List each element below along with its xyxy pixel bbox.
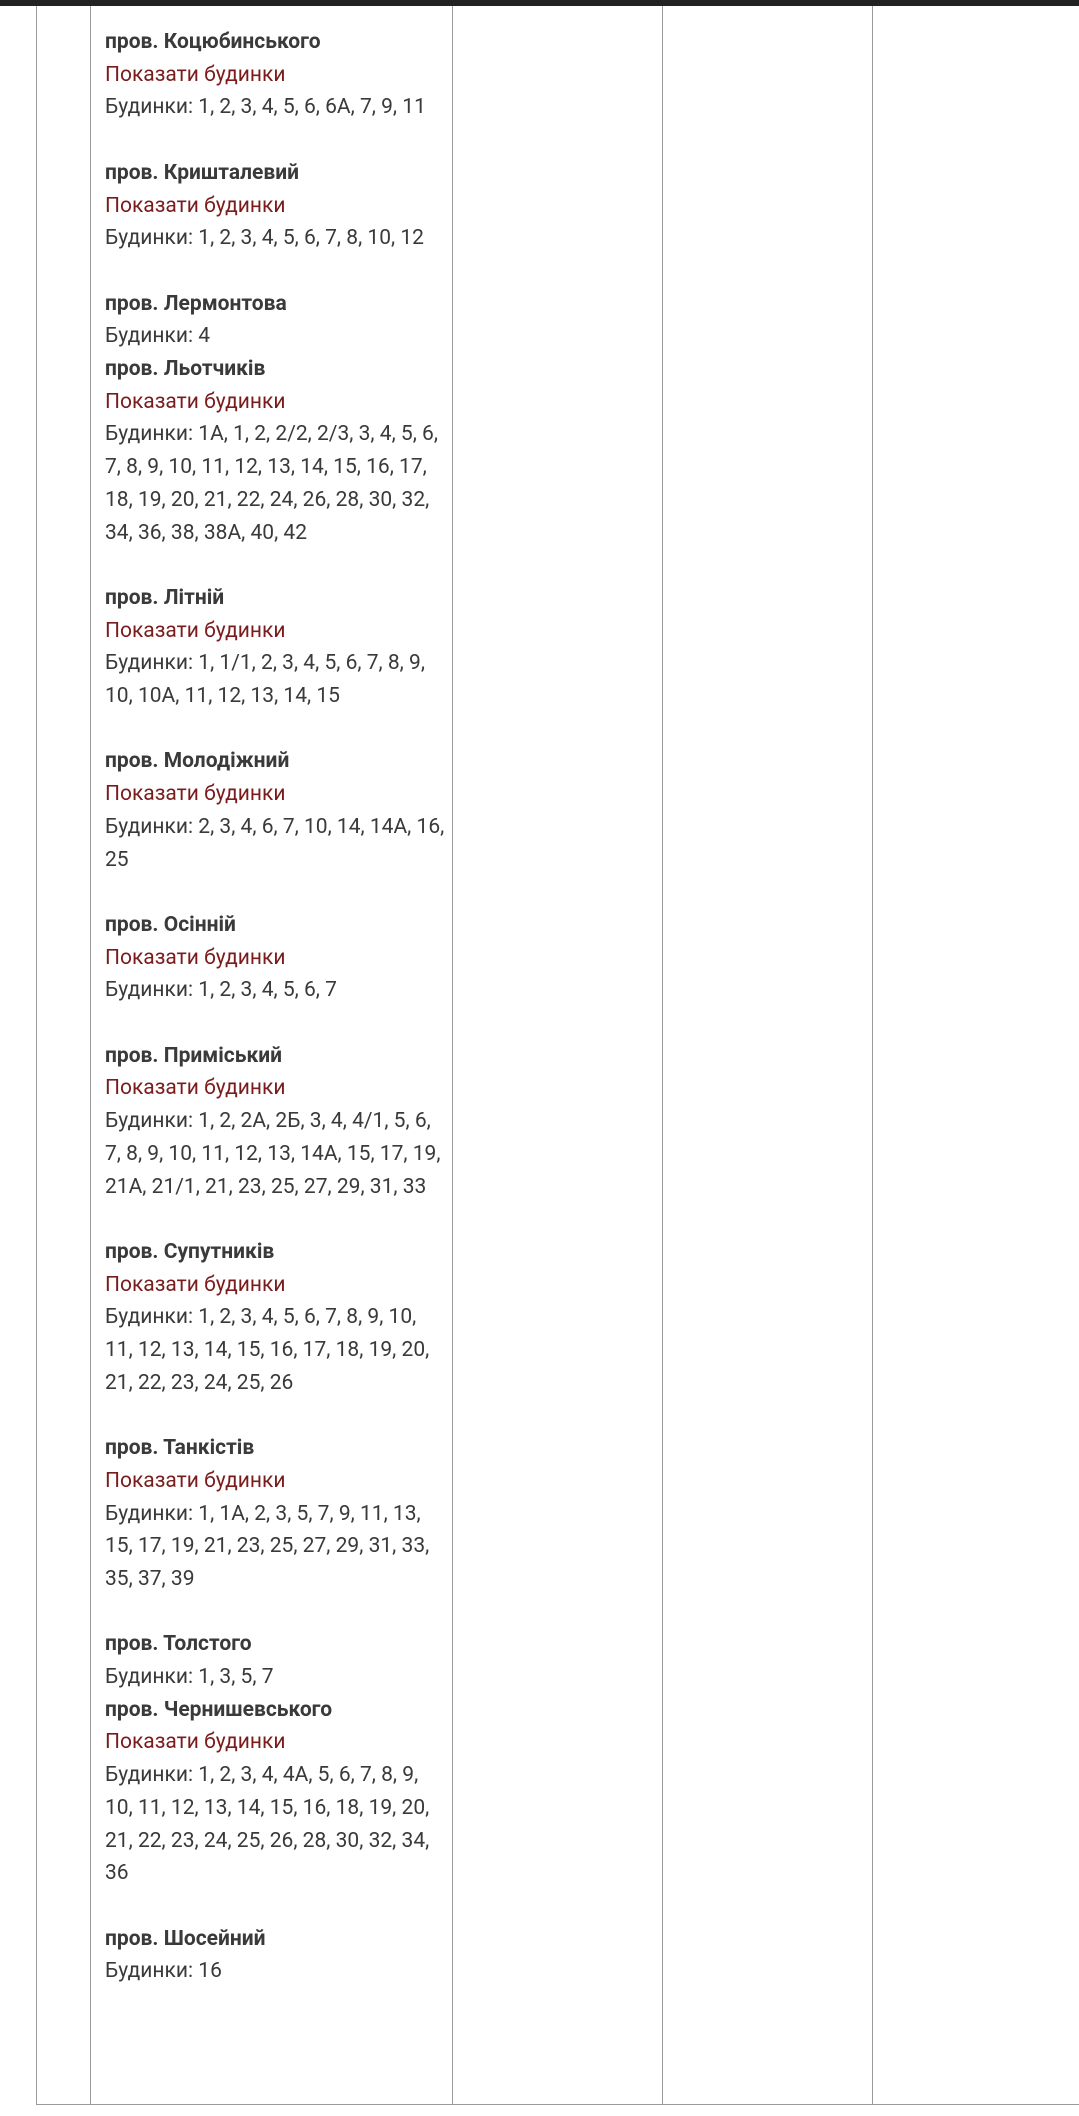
table-border (90, 6, 91, 2105)
show-houses-link[interactable]: Показати будинки (105, 193, 286, 218)
show-houses-link[interactable]: Показати будинки (105, 945, 286, 970)
house-list: Будинки: 1, 2, 3, 4, 5, 6, 7, 8, 10, 12 (105, 226, 424, 251)
house-list: Будинки: 1, 2, 2А, 2Б, 3, 4, 4/1, 5, 6, … (105, 1109, 441, 1199)
show-houses-link[interactable]: Показати будинки (105, 389, 286, 414)
street-list: пров. Коцюбинського Показати будинки Будин… (105, 26, 445, 1988)
house-list: Будинки: 2, 3, 4, 6, 7, 10, 14, 14А, 16,… (105, 814, 445, 872)
street-name: пров. Осінній (105, 912, 236, 937)
street-entry: пров. Танкістів Показати будинки Будинки: … (105, 1432, 445, 1596)
street-name: пров. Чернишевського (105, 1697, 333, 1722)
house-list: Будинки: 1, 2, 3, 4, 5, 6, 6А, 7, 9, 11 (105, 95, 426, 120)
street-entry: пров. Лермонтова Будинки: 4 (105, 288, 445, 353)
street-entry: пров. Коцюбинського Показати будинки Будин… (105, 26, 445, 124)
street-entry: пров. Шосейний Будинки: 16 (105, 1923, 445, 1988)
show-houses-link[interactable]: Показати будинки (105, 1468, 286, 1493)
street-entry: пров. Молодіжний Показати будинки Будинки:… (105, 745, 445, 876)
street-name: пров. Літній (105, 585, 225, 610)
table-border (452, 6, 453, 2105)
street-name: пров. Толстого (105, 1632, 252, 1657)
house-list: Будинки: 16 (105, 1959, 222, 1984)
street-entry: пров. Осінній Показати будинки Будинки: 1,… (105, 909, 445, 1007)
top-bar (0, 0, 1079, 6)
street-name: пров. Льотчиків (105, 357, 266, 381)
house-list: Будинки: 1, 2, 3, 4, 5, 6, 7 (105, 978, 337, 1003)
house-list: Будинки: 1, 2, 3, 4, 5, 6, 7, 8, 9, 10, … (105, 1305, 430, 1395)
table-border (36, 2104, 1079, 2105)
house-list: Будинки: 1, 1А, 2, 3, 5, 7, 9, 11, 13, 1… (105, 1501, 430, 1591)
show-houses-link[interactable]: Показати будинки (105, 62, 286, 87)
street-name: пров. Шосейний (105, 1926, 266, 1951)
street-name: пров. Лермонтова (105, 291, 287, 316)
street-entry: пров. Літній Показати будинки Будинки: 1, … (105, 582, 445, 713)
house-list: Будинки: 1, 2, 3, 4, 4А, 5, 6, 7, 8, 9, … (105, 1763, 430, 1886)
street-entry: пров. Чернишевського Показати будинки Буди… (105, 1694, 445, 1890)
street-name: пров. Молодіжний (105, 749, 290, 774)
street-name: пров. Приміський (105, 1043, 283, 1068)
street-entry: пров. Льотчиків Показати будинки Будинки: … (105, 353, 445, 549)
street-entry: пров. Приміський Показати будинки Будинки:… (105, 1040, 445, 1204)
street-name: пров. Кришталевий (105, 160, 299, 185)
show-houses-link[interactable]: Показати будинки (105, 782, 286, 807)
table-border (662, 6, 663, 2105)
table-border (872, 6, 873, 2105)
street-name: пров. Коцюбинського (105, 30, 321, 54)
street-entry: пров. Кришталевий Показати будинки Будинки… (105, 157, 445, 255)
street-name: пров. Танкістів (105, 1436, 255, 1461)
show-houses-link[interactable]: Показати будинки (105, 618, 286, 643)
show-houses-link[interactable]: Показати будинки (105, 1730, 286, 1755)
street-entry: пров. Супутників Показати будинки Будинки:… (105, 1236, 445, 1400)
street-name: пров. Супутників (105, 1239, 275, 1264)
street-entry: пров. Толстого Будинки: 1, 3, 5, 7 (105, 1628, 445, 1693)
show-houses-link[interactable]: Показати будинки (105, 1272, 286, 1297)
show-houses-link[interactable]: Показати будинки (105, 1076, 286, 1101)
house-list: Будинки: 1, 3, 5, 7 (105, 1665, 274, 1690)
house-list: Будинки: 4 (105, 324, 211, 349)
house-list: Будинки: 1, 1/1, 2, 3, 4, 5, 6, 7, 8, 9,… (105, 651, 425, 709)
table-border (36, 6, 37, 2105)
house-list: Будинки: 1А, 1, 2, 2/2, 2/3, 3, 4, 5, 6,… (105, 422, 438, 545)
